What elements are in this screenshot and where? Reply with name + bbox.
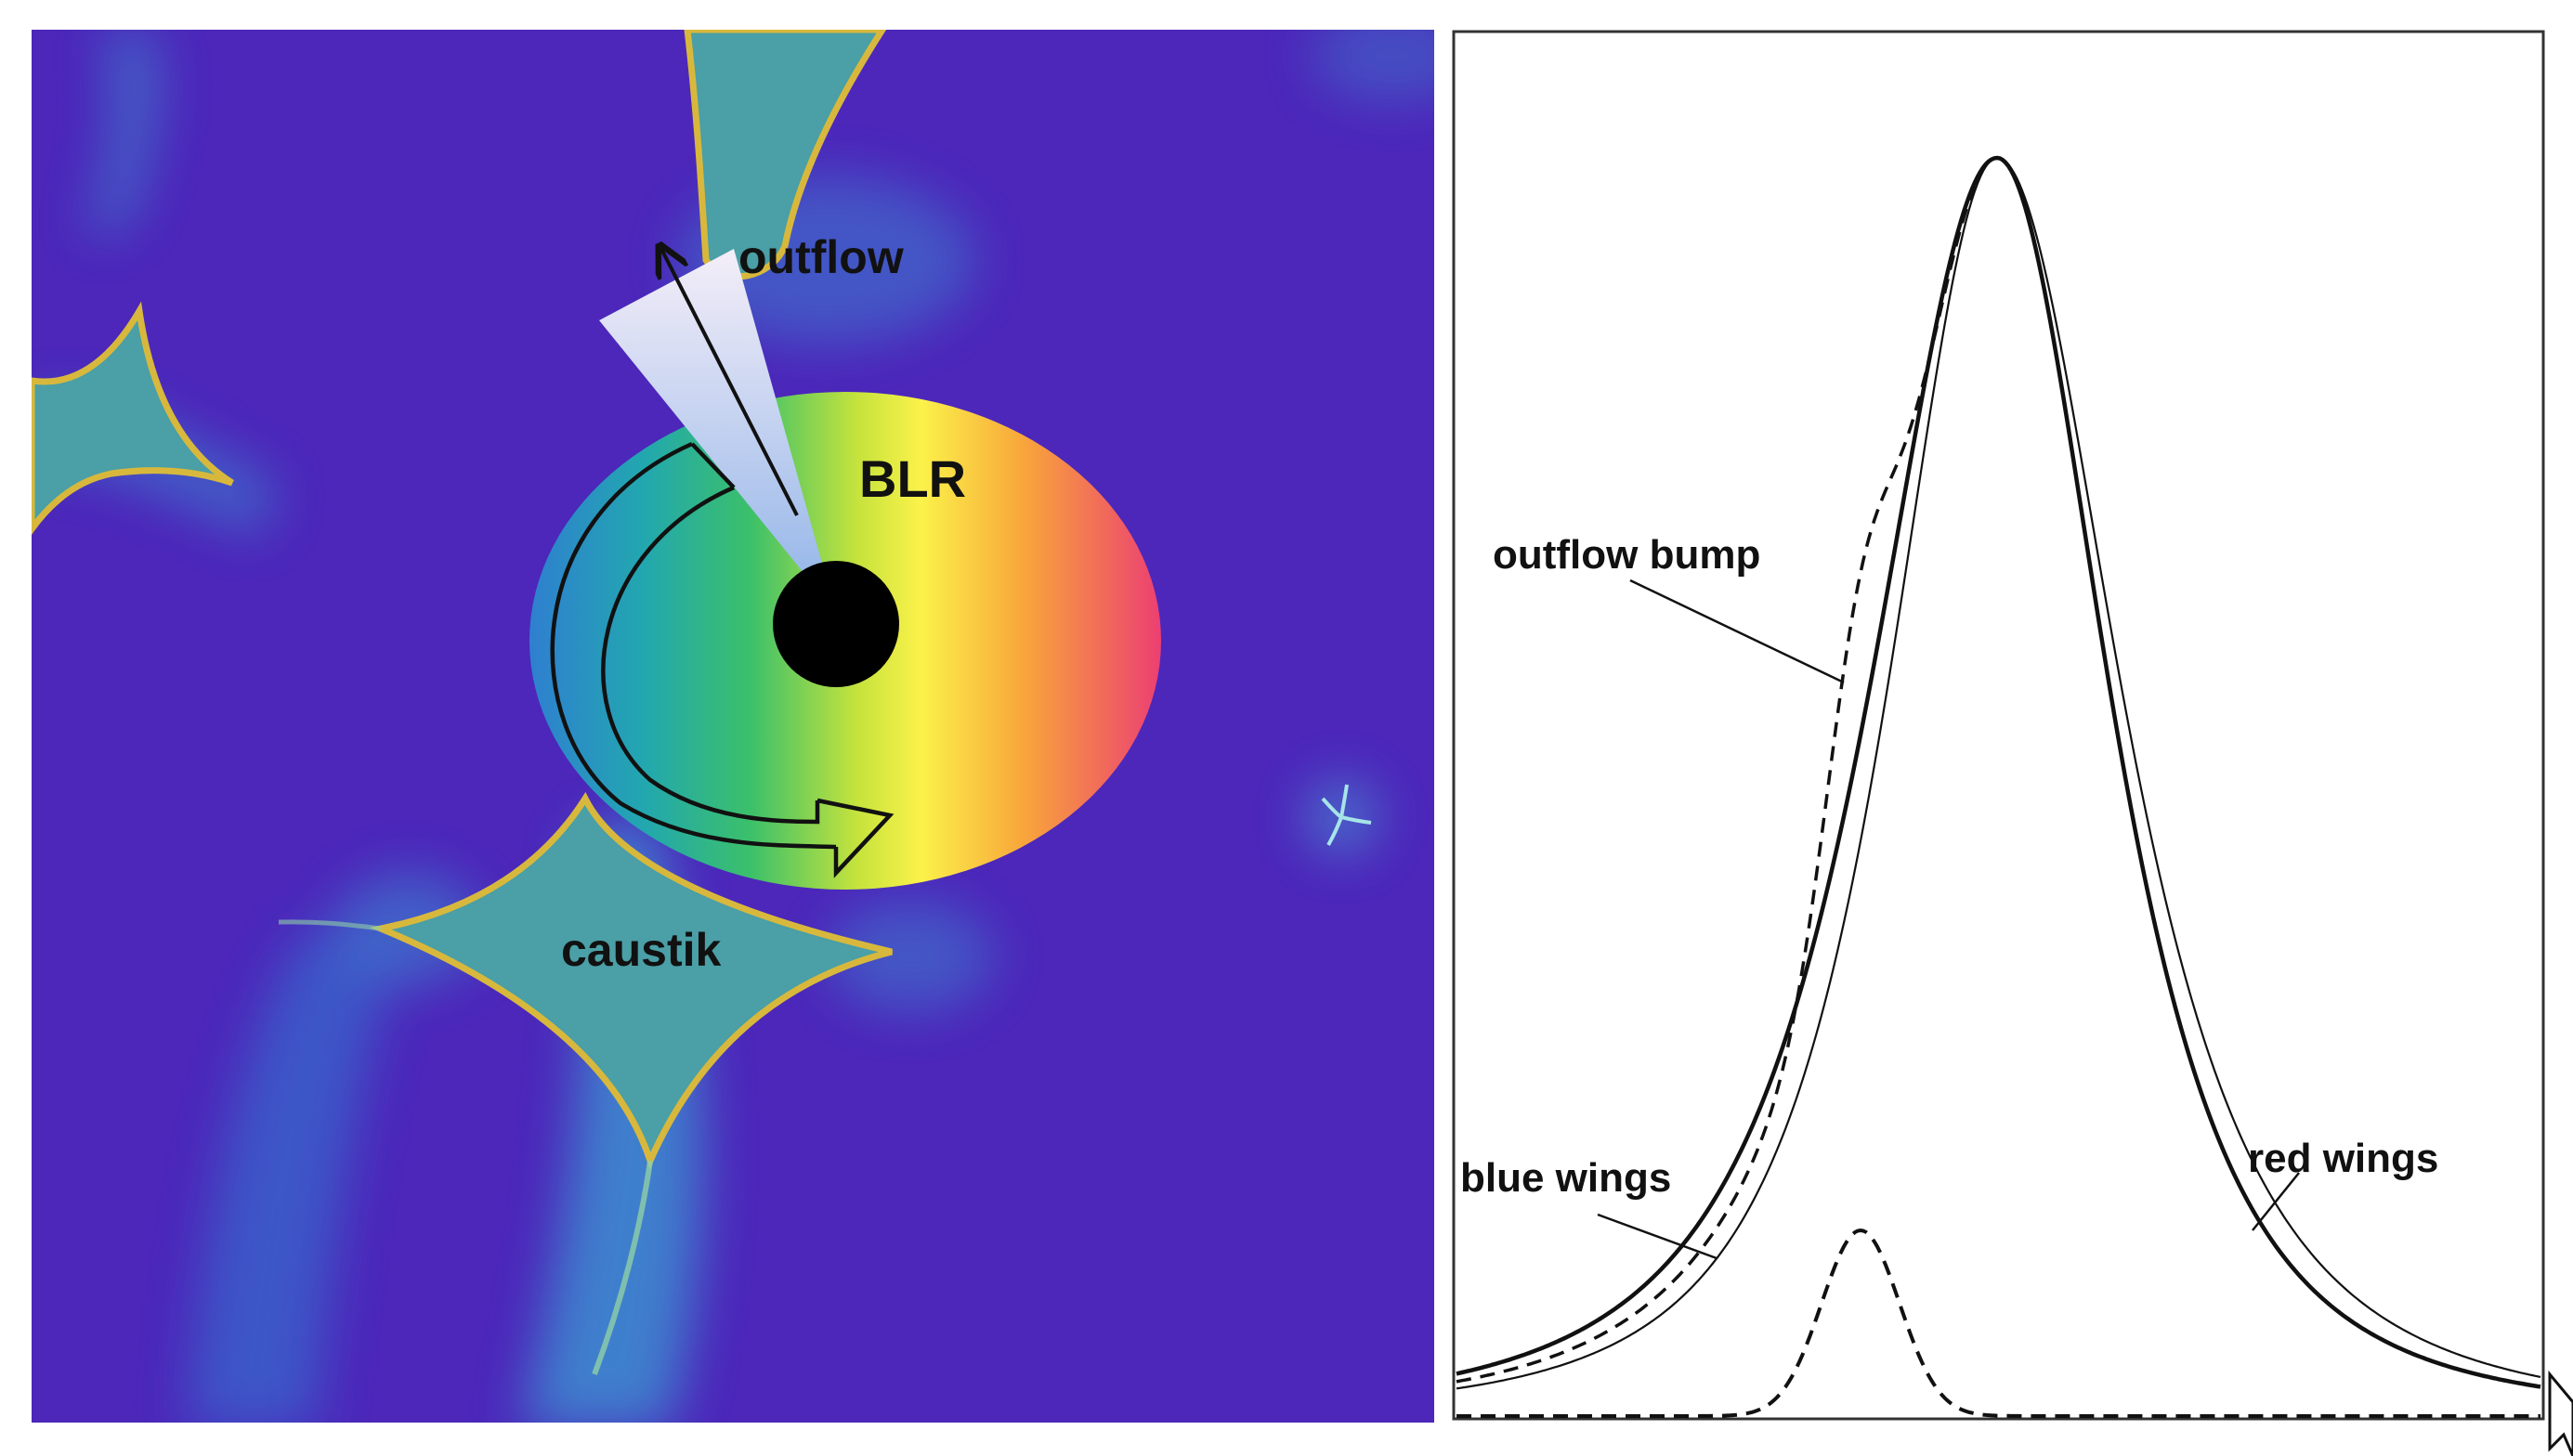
- caustic-small: [1321, 784, 1372, 846]
- pointer-outflow-bump: [1629, 578, 1845, 684]
- pointer-red-wings: [2252, 1172, 2300, 1231]
- label-blr: BLR: [859, 449, 966, 508]
- label-outflow: outflow: [738, 231, 904, 283]
- pointer-blue-wings: [1597, 1213, 1718, 1260]
- caustic-left: [32, 301, 234, 535]
- outflow-bump-component: [1456, 1228, 2540, 1418]
- label-blue-wings: blue wings: [1460, 1155, 1671, 1201]
- label-red-wings: red wings: [2248, 1136, 2438, 1181]
- caustic-center: [370, 791, 893, 1170]
- profile-curves: [1456, 155, 2541, 1418]
- caustic-top: [684, 30, 887, 280]
- line-profile-panel: outflow bump blue wings red wings: [1452, 30, 2545, 1421]
- profile-dashed: [1456, 156, 2541, 1389]
- outflow-cone: [599, 249, 836, 613]
- caustic-map-panel: outflow BLR caustik: [32, 30, 1434, 1423]
- black-hole: [773, 561, 899, 687]
- label-caustic: caustik: [561, 924, 722, 976]
- mouse-cursor-icon: [2548, 1370, 2573, 1456]
- profile-frame: [1452, 30, 2545, 1421]
- label-outflow-bump: outflow bump: [1493, 532, 1760, 578]
- outflow-arrow: [661, 249, 799, 516]
- rotation-arrow: [550, 441, 895, 878]
